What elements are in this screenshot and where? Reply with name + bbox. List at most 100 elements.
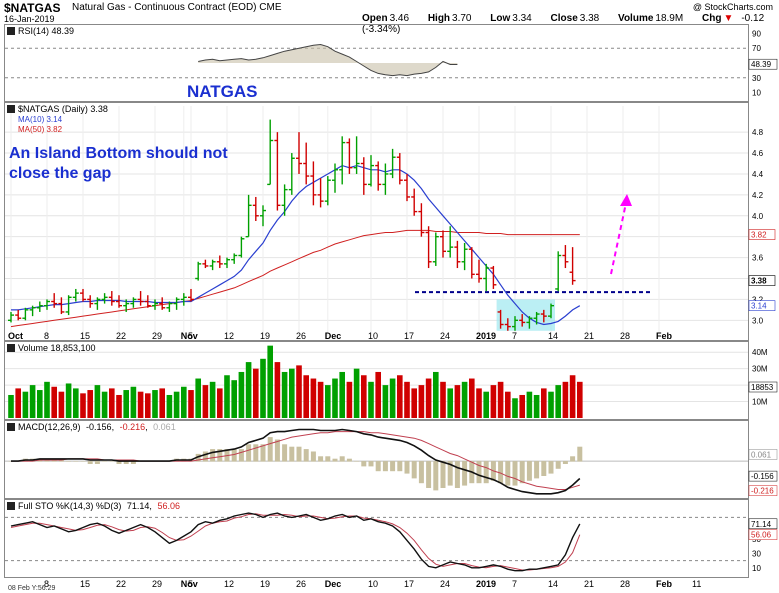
- sto-legend-name: Full STO %K(14,3) %D(3): [18, 501, 121, 511]
- volume-last-badge: [748, 381, 778, 393]
- ohlc-bar: [108, 291, 115, 306]
- ohlc-bar: [238, 236, 245, 258]
- sto-last-value: 71.14: [751, 520, 772, 529]
- macd-histogram-bar: [116, 461, 122, 464]
- volume-bar: [418, 385, 425, 418]
- macd-histogram-bar: [541, 461, 547, 476]
- ohlc-bar: [389, 148, 396, 179]
- low-label: Low: [490, 13, 511, 24]
- volume-bar: [267, 345, 273, 418]
- macd-legend-value: -0.156: [86, 422, 112, 432]
- ohlc-bar: [418, 203, 425, 237]
- exchange-label: CME: [259, 2, 282, 13]
- macd-legend-hist: 0.061: [153, 422, 176, 432]
- footer-caption: 08 Feb Y:56.29: [8, 585, 55, 592]
- ohlc-bar: [267, 119, 274, 186]
- ohlc-bar: [123, 299, 130, 312]
- volume-bar: [101, 391, 108, 418]
- volume-bar: [461, 381, 468, 418]
- ohlc-bar: [8, 311, 14, 323]
- volume-bar: [375, 371, 381, 418]
- macd-histogram-bar: [346, 458, 352, 462]
- macd-histogram-bar: [87, 461, 93, 464]
- ohlc-bar: [87, 295, 94, 308]
- volume-bar: [58, 391, 65, 418]
- macd-histogram-bar: [246, 444, 252, 462]
- volume-bar: [130, 386, 137, 418]
- x-tick-label: 2019: [476, 331, 496, 341]
- ohlc-bar: [72, 288, 79, 302]
- volume-bar: [8, 394, 14, 418]
- macd-histogram-bar: [577, 446, 583, 462]
- macd-histogram-bar: [260, 444, 266, 462]
- macd-histogram-bar: [570, 456, 576, 462]
- volume-bar: [339, 371, 345, 418]
- bottom-x-tick-label: 14: [548, 579, 558, 589]
- macd-histogram-bar: [217, 449, 223, 462]
- bottom-x-tick-label: 5: [188, 579, 193, 589]
- volume-bar: [123, 390, 129, 418]
- ohlc-bar: [80, 288, 86, 302]
- ma50-last-value: 3.82: [751, 231, 767, 240]
- ohlc-readout: Open 3.46 High 3.70 Low 3.34 Close 3.38 Volu…: [362, 13, 779, 35]
- bottom-x-tick-label: Nov: [181, 579, 198, 589]
- x-tick-label: 28: [620, 331, 630, 341]
- volume-bar: [440, 381, 446, 418]
- macd-histogram-bar: [404, 461, 410, 474]
- x-tick-label: 12: [224, 331, 234, 341]
- volume-bar: [469, 378, 475, 418]
- ohlc-bar: [562, 245, 569, 269]
- price-tick-label: 4.4: [752, 170, 764, 179]
- macd-histogram-bar: [375, 461, 381, 472]
- macd-histogram-bar: [390, 461, 396, 472]
- sto-k-line: [10, 512, 581, 572]
- svg-text:MACD(12,26,9) -0.156,: MACD(12,26,9) -0.156, -0.216, 0.061: [18, 422, 176, 432]
- x-tick-label: Nov: [181, 331, 198, 341]
- volume-bar: [44, 381, 50, 418]
- magenta-up-arrow-icon: [610, 194, 632, 275]
- rsi-legend-text: RSI(14) 48.39: [18, 26, 74, 36]
- volume-panel: 40M30M20M10M18853: [8, 345, 778, 418]
- bottom-x-tick-label: 2019: [476, 579, 496, 589]
- ma10-last-value: 3.14: [751, 302, 767, 311]
- volume-bar: [404, 381, 410, 418]
- ohlc-bar: [432, 232, 439, 266]
- ohlc-bar: [375, 161, 382, 191]
- rsi-tick-label: 90: [752, 29, 761, 38]
- high-value: 3.70: [452, 13, 472, 24]
- svg-text:Full STO %K(14,3) %D(3): Full STO %K(14,3) %D(3) 71.14, 56.06: [18, 501, 180, 511]
- sto-tick-label: 10: [752, 564, 761, 573]
- rsi-last-badge: [748, 58, 778, 70]
- macd-histogram-bar: [418, 461, 424, 484]
- macd-histogram-bar: [512, 461, 518, 486]
- open-label: Open: [362, 13, 388, 24]
- macd-histogram-bar: [426, 461, 432, 488]
- macd-histogram-bar: [253, 444, 259, 462]
- volume-bar: [188, 390, 194, 418]
- volume-bar: [490, 385, 497, 418]
- open-value: 3.46: [389, 13, 410, 24]
- ohlc-bar: [209, 259, 216, 271]
- ohlc-bar: [15, 309, 22, 321]
- volume-bar: [231, 380, 237, 418]
- sto-legend-d: 56.06: [157, 501, 180, 511]
- macd-histogram-bar: [238, 449, 244, 462]
- rsi-tick-label: 30: [752, 74, 761, 83]
- bottom-x-tick-label: 24: [440, 579, 450, 589]
- ohlc-bar: [224, 257, 230, 269]
- ohlc-bar: [468, 247, 475, 279]
- bottom-x-tick-label: 17: [404, 579, 414, 589]
- ohlc-bar: [101, 293, 108, 304]
- volume-bar: [310, 378, 317, 418]
- x-tick-label: 15: [80, 331, 90, 341]
- brand-label[interactable]: @ StockCharts.com: [692, 2, 773, 12]
- sto-tick-label: 30: [752, 549, 761, 558]
- ohlc-bar: [310, 161, 317, 206]
- macd-histogram-bar: [548, 461, 554, 474]
- price-legend: $NATGAS (Daily) 3.38 MA(10) 3.14 MA(50) …: [7, 104, 108, 134]
- volume-bar: [483, 391, 489, 418]
- ma10-line: [11, 164, 581, 326]
- sto-d-line: [10, 513, 581, 571]
- volume-bar: [555, 385, 561, 418]
